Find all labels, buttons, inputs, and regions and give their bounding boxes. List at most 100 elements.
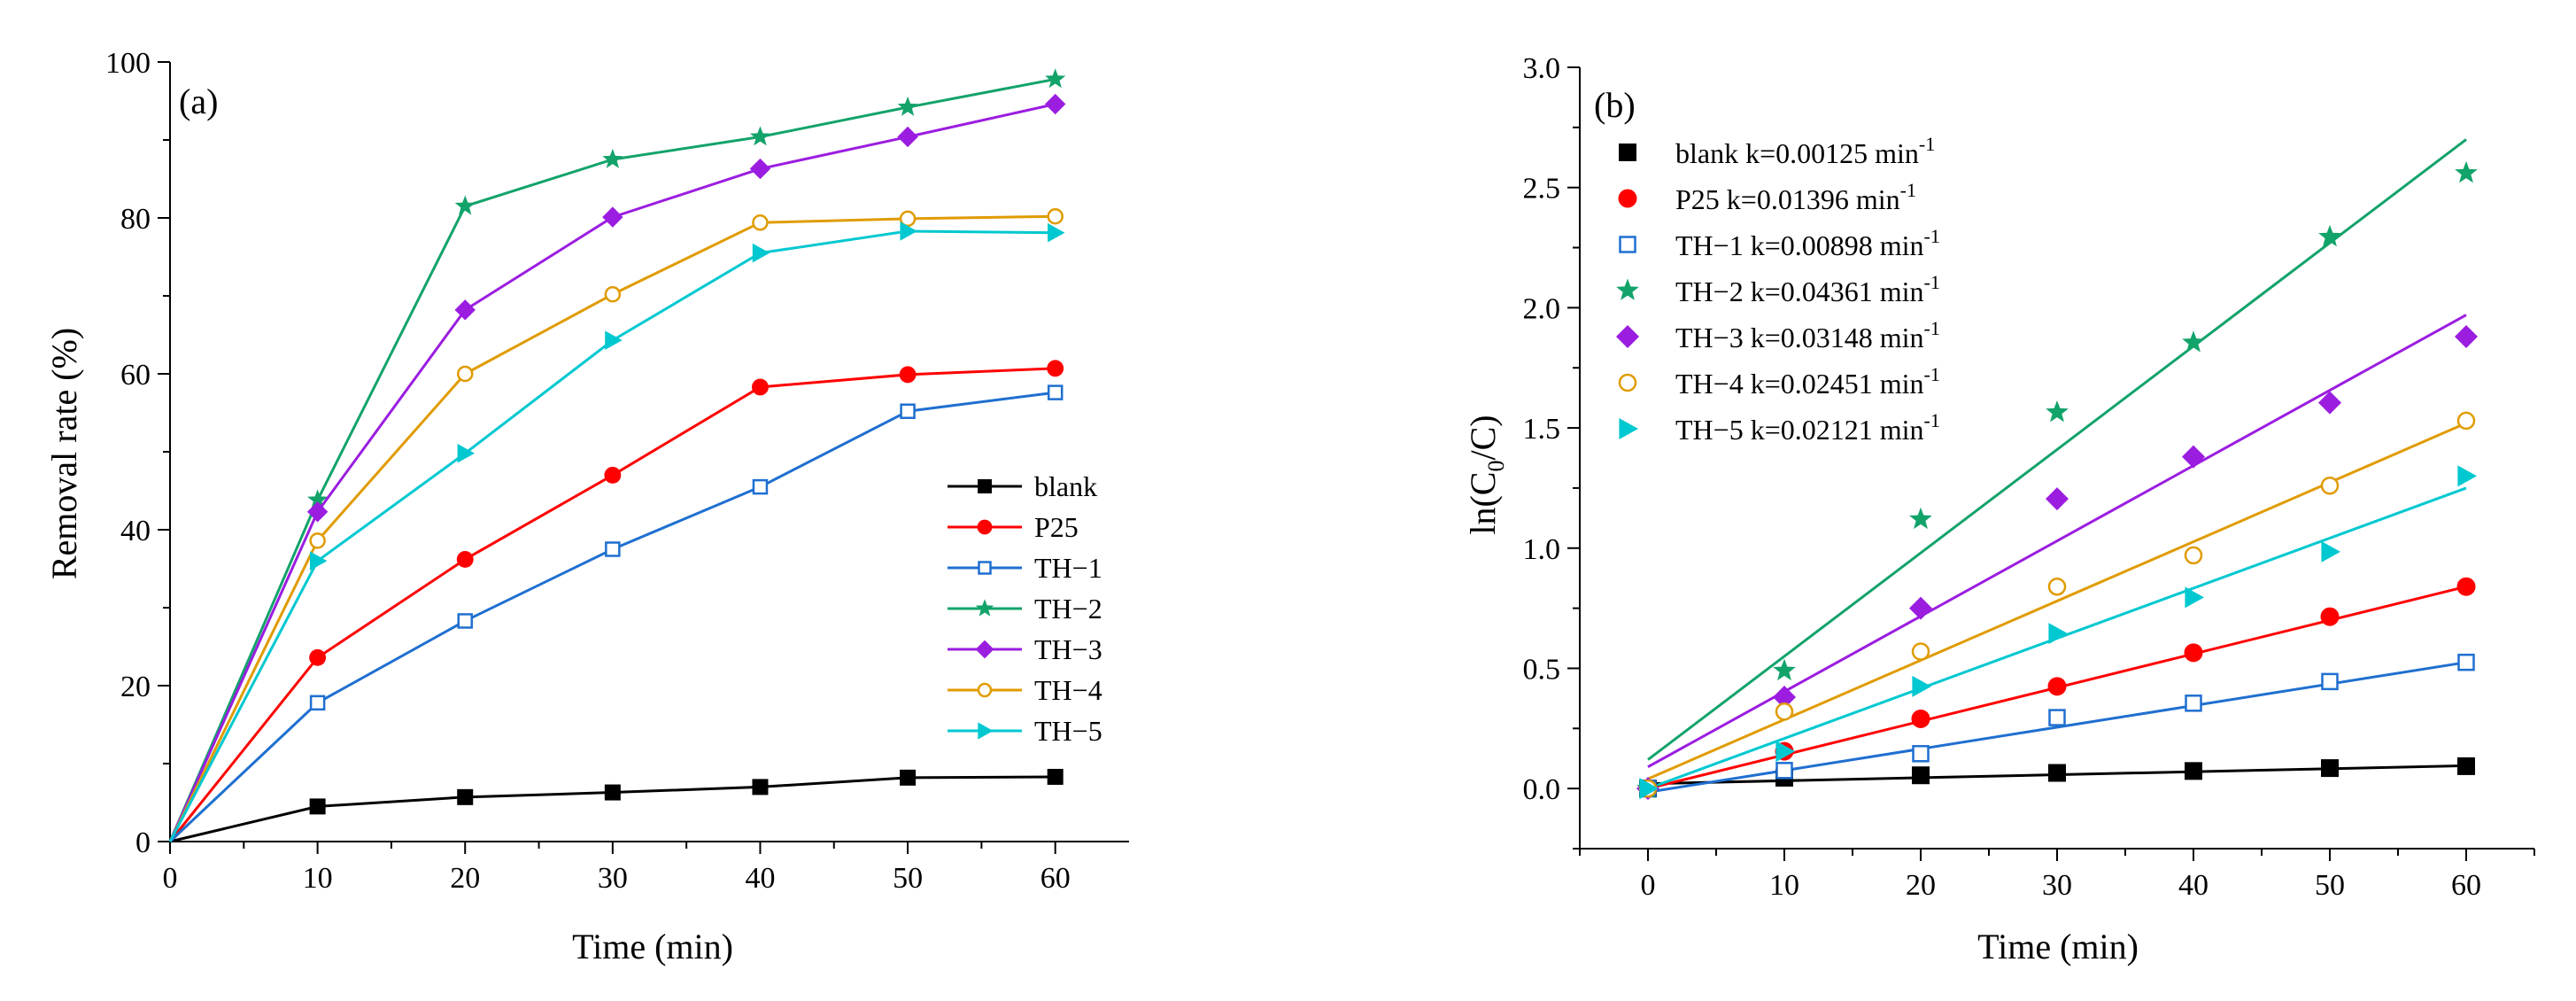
chart-b-legend-blank-name: blank xyxy=(1675,137,1738,169)
chart-b-series-blank-point xyxy=(1912,766,1930,785)
chart-b-series-th-4-point xyxy=(1911,642,1930,661)
chart-b-axes: 0 10 20 30 40 50 60 0.0 0.5 1.0 1.5 2.0 2.5 3.0 xyxy=(1523,52,2535,902)
chart-b-y-tick-label: 1.0 xyxy=(1523,533,1561,566)
chart-a-legend-blank-label: blank xyxy=(1034,470,1097,502)
chart-a-series-th-4-point xyxy=(604,285,622,303)
chart-a-series-p25-point xyxy=(309,648,327,666)
chart-a-series-th-3-point xyxy=(602,206,623,228)
chart-a-series-th-4-point xyxy=(1047,207,1064,225)
chart-b-series-th-5-point xyxy=(1912,675,1931,697)
chart-b-series-p25-point xyxy=(2047,677,2067,696)
chart-a-series-th-5-point xyxy=(1048,222,1065,243)
chart-b-series-th-3-point xyxy=(2182,445,2205,469)
chart-b-series-th-4-point xyxy=(2320,476,2340,495)
chart-a-series-th-5-point xyxy=(605,330,623,350)
chart-b-legend-th-5-k: k=0.02121 min xyxy=(1744,414,1924,446)
chart-a-series-th-1-point xyxy=(900,403,916,419)
chart-b-series-p25-point xyxy=(1911,709,1930,728)
chart-a-legend-th-2-swatch-marker xyxy=(975,599,994,617)
chart-a-series-th-3-point xyxy=(1044,93,1066,115)
chart-b-series xyxy=(1636,138,2478,801)
chart-b-series-th-3-point xyxy=(2318,391,2341,415)
chart-b-series-th-4-point xyxy=(2184,546,2203,565)
chart-b-series-th-3-point xyxy=(1909,596,1932,620)
chart-a-panel-label: (a) xyxy=(179,81,218,121)
chart-b-x-tick-label: 0 xyxy=(1641,869,1656,902)
chart-a-x-axis-label: Time (min) xyxy=(572,927,733,966)
chart-a-series-th-2-point xyxy=(897,96,918,116)
chart-a-series-th-2-point xyxy=(602,148,623,168)
chart-b-legend-th-5-k-exp: -1 xyxy=(1924,409,1940,431)
chart-a-series-th-2-point xyxy=(749,126,771,146)
chart-a-legend: blank P25 TH−1 TH−2 TH−3 TH−4 TH−5 xyxy=(948,470,1102,747)
chart-a-y-axis-label: Removal rate (%) xyxy=(44,328,84,579)
chart-b-legend-th-4-name: TH−4 xyxy=(1675,368,1744,400)
chart-a-series-th-3-point xyxy=(306,501,329,523)
chart-a-x-tick-label: 30 xyxy=(598,862,628,895)
chart-a-series-th-1-point xyxy=(752,478,769,495)
chart-b-series-th-2-point xyxy=(1909,507,1932,530)
chart-a-y-tick-label: 20 xyxy=(120,671,151,703)
chart-a-series-th-2-line xyxy=(168,77,1056,842)
chart-a-series-p25-point xyxy=(1047,360,1064,377)
chart-b-legend-p25-name: P25 xyxy=(1675,183,1720,215)
chart-a-legend-th-2-label: TH−2 xyxy=(1034,593,1102,625)
chart-b-legend-th-3-k: k=0.03148 min xyxy=(1744,322,1924,353)
chart-a-series-th-3-point xyxy=(749,158,771,180)
chart-b-y-label-main: ln(C xyxy=(1463,472,1503,535)
chart-b-legend-th-2-k-exp: -1 xyxy=(1924,271,1940,293)
chart-a-series-th-4-line xyxy=(168,214,1056,842)
chart-b-legend: blank k=0.00125 min-1 P25 k=0.01396 min -1… xyxy=(1616,133,1940,446)
chart-b-series-th-1-point xyxy=(2457,653,2475,671)
chart-b-legend-th-2-name: TH−2 xyxy=(1675,275,1744,307)
chart-b-legend-th-5-swatch xyxy=(1619,418,1638,439)
chart-a-series-th-4-point xyxy=(752,214,769,231)
chart-b-series-blank-point xyxy=(2185,762,2202,780)
chart-b-series-blank-point xyxy=(2457,757,2475,775)
chart-a-series-th-3-point xyxy=(897,126,918,148)
chart-b-x-tick-label: 20 xyxy=(1906,869,1936,902)
chart-b-series-th-1-point xyxy=(1912,745,1930,763)
chart-b-x-tick-label: 50 xyxy=(2315,869,2345,902)
chart-b-panel-label: (b) xyxy=(1594,85,1636,125)
chart-a-series-p25-point xyxy=(752,378,769,396)
chart-a-series-blank-point xyxy=(457,788,474,805)
chart-b-legend-blank-label: blank k=0.00125 min-1 xyxy=(1675,133,1935,169)
chart-b-series-p25-point xyxy=(2184,643,2203,663)
chart-a-y-tick-label: 0 xyxy=(135,826,151,859)
chart-b-legend-th-1-label: TH−1 k=0.00898 min-1 xyxy=(1675,225,1940,261)
chart-b-legend-th-2-swatch xyxy=(1616,278,1639,300)
chart-b-series-th-2-fit-line xyxy=(1647,138,2467,761)
chart-a-series-th-1-point xyxy=(457,613,473,629)
chart-b-x-axis-label: Time (min) xyxy=(1977,927,2139,966)
chart-a-legend-p25-label: P25 xyxy=(1034,511,1079,543)
chart-b-series-th-2-point xyxy=(1773,658,1796,681)
chart-b-series-th-4-point xyxy=(2456,411,2476,431)
chart-a-series-th-5-point xyxy=(457,443,476,463)
chart-b-legend-p25-swatch xyxy=(1618,189,1637,208)
chart-a-series-th-5-point xyxy=(752,243,770,263)
chart-a-legend-th-3-label: TH−3 xyxy=(1034,633,1102,665)
chart-b-series-th-4-point xyxy=(2047,577,2067,596)
chart-b-y-tick-label: 0.0 xyxy=(1523,773,1561,806)
chart-a-legend-th-3-swatch-marker xyxy=(975,640,994,659)
chart-b-legend-p25-k: k=0.01396 min xyxy=(1720,183,1900,215)
chart-a-series-th-2-point xyxy=(307,489,329,509)
chart-b-series-th-2-point xyxy=(2182,330,2205,353)
chart-b-legend-th-4-k: k=0.02451 min xyxy=(1744,368,1924,400)
chart-a-y-tick-label: 80 xyxy=(120,203,151,236)
chart-a-series-blank-point xyxy=(309,798,326,815)
chart-b-legend-th-3-label: TH−3 k=0.03148 min-1 xyxy=(1675,317,1940,353)
chart-a-series-th-5-point xyxy=(309,551,328,570)
chart-b-series-p25-point xyxy=(2320,607,2340,626)
chart-b-legend-th-1-k: k=0.00898 min xyxy=(1744,229,1924,261)
chart-b-series-th-5-point xyxy=(1639,778,1659,800)
chart-a-legend-th-4-swatch-marker xyxy=(977,682,993,698)
chart-b-legend-th-1-name: TH−1 xyxy=(1675,229,1744,261)
chart-a-series-p25-point xyxy=(604,466,622,484)
chart-b-series-th-2-point xyxy=(2455,160,2478,183)
chart-a-series-th-2-point xyxy=(1045,68,1066,89)
chart-b-legend-blank-k-exp: -1 xyxy=(1919,133,1935,155)
chart-a-series-blank-point xyxy=(752,779,769,795)
